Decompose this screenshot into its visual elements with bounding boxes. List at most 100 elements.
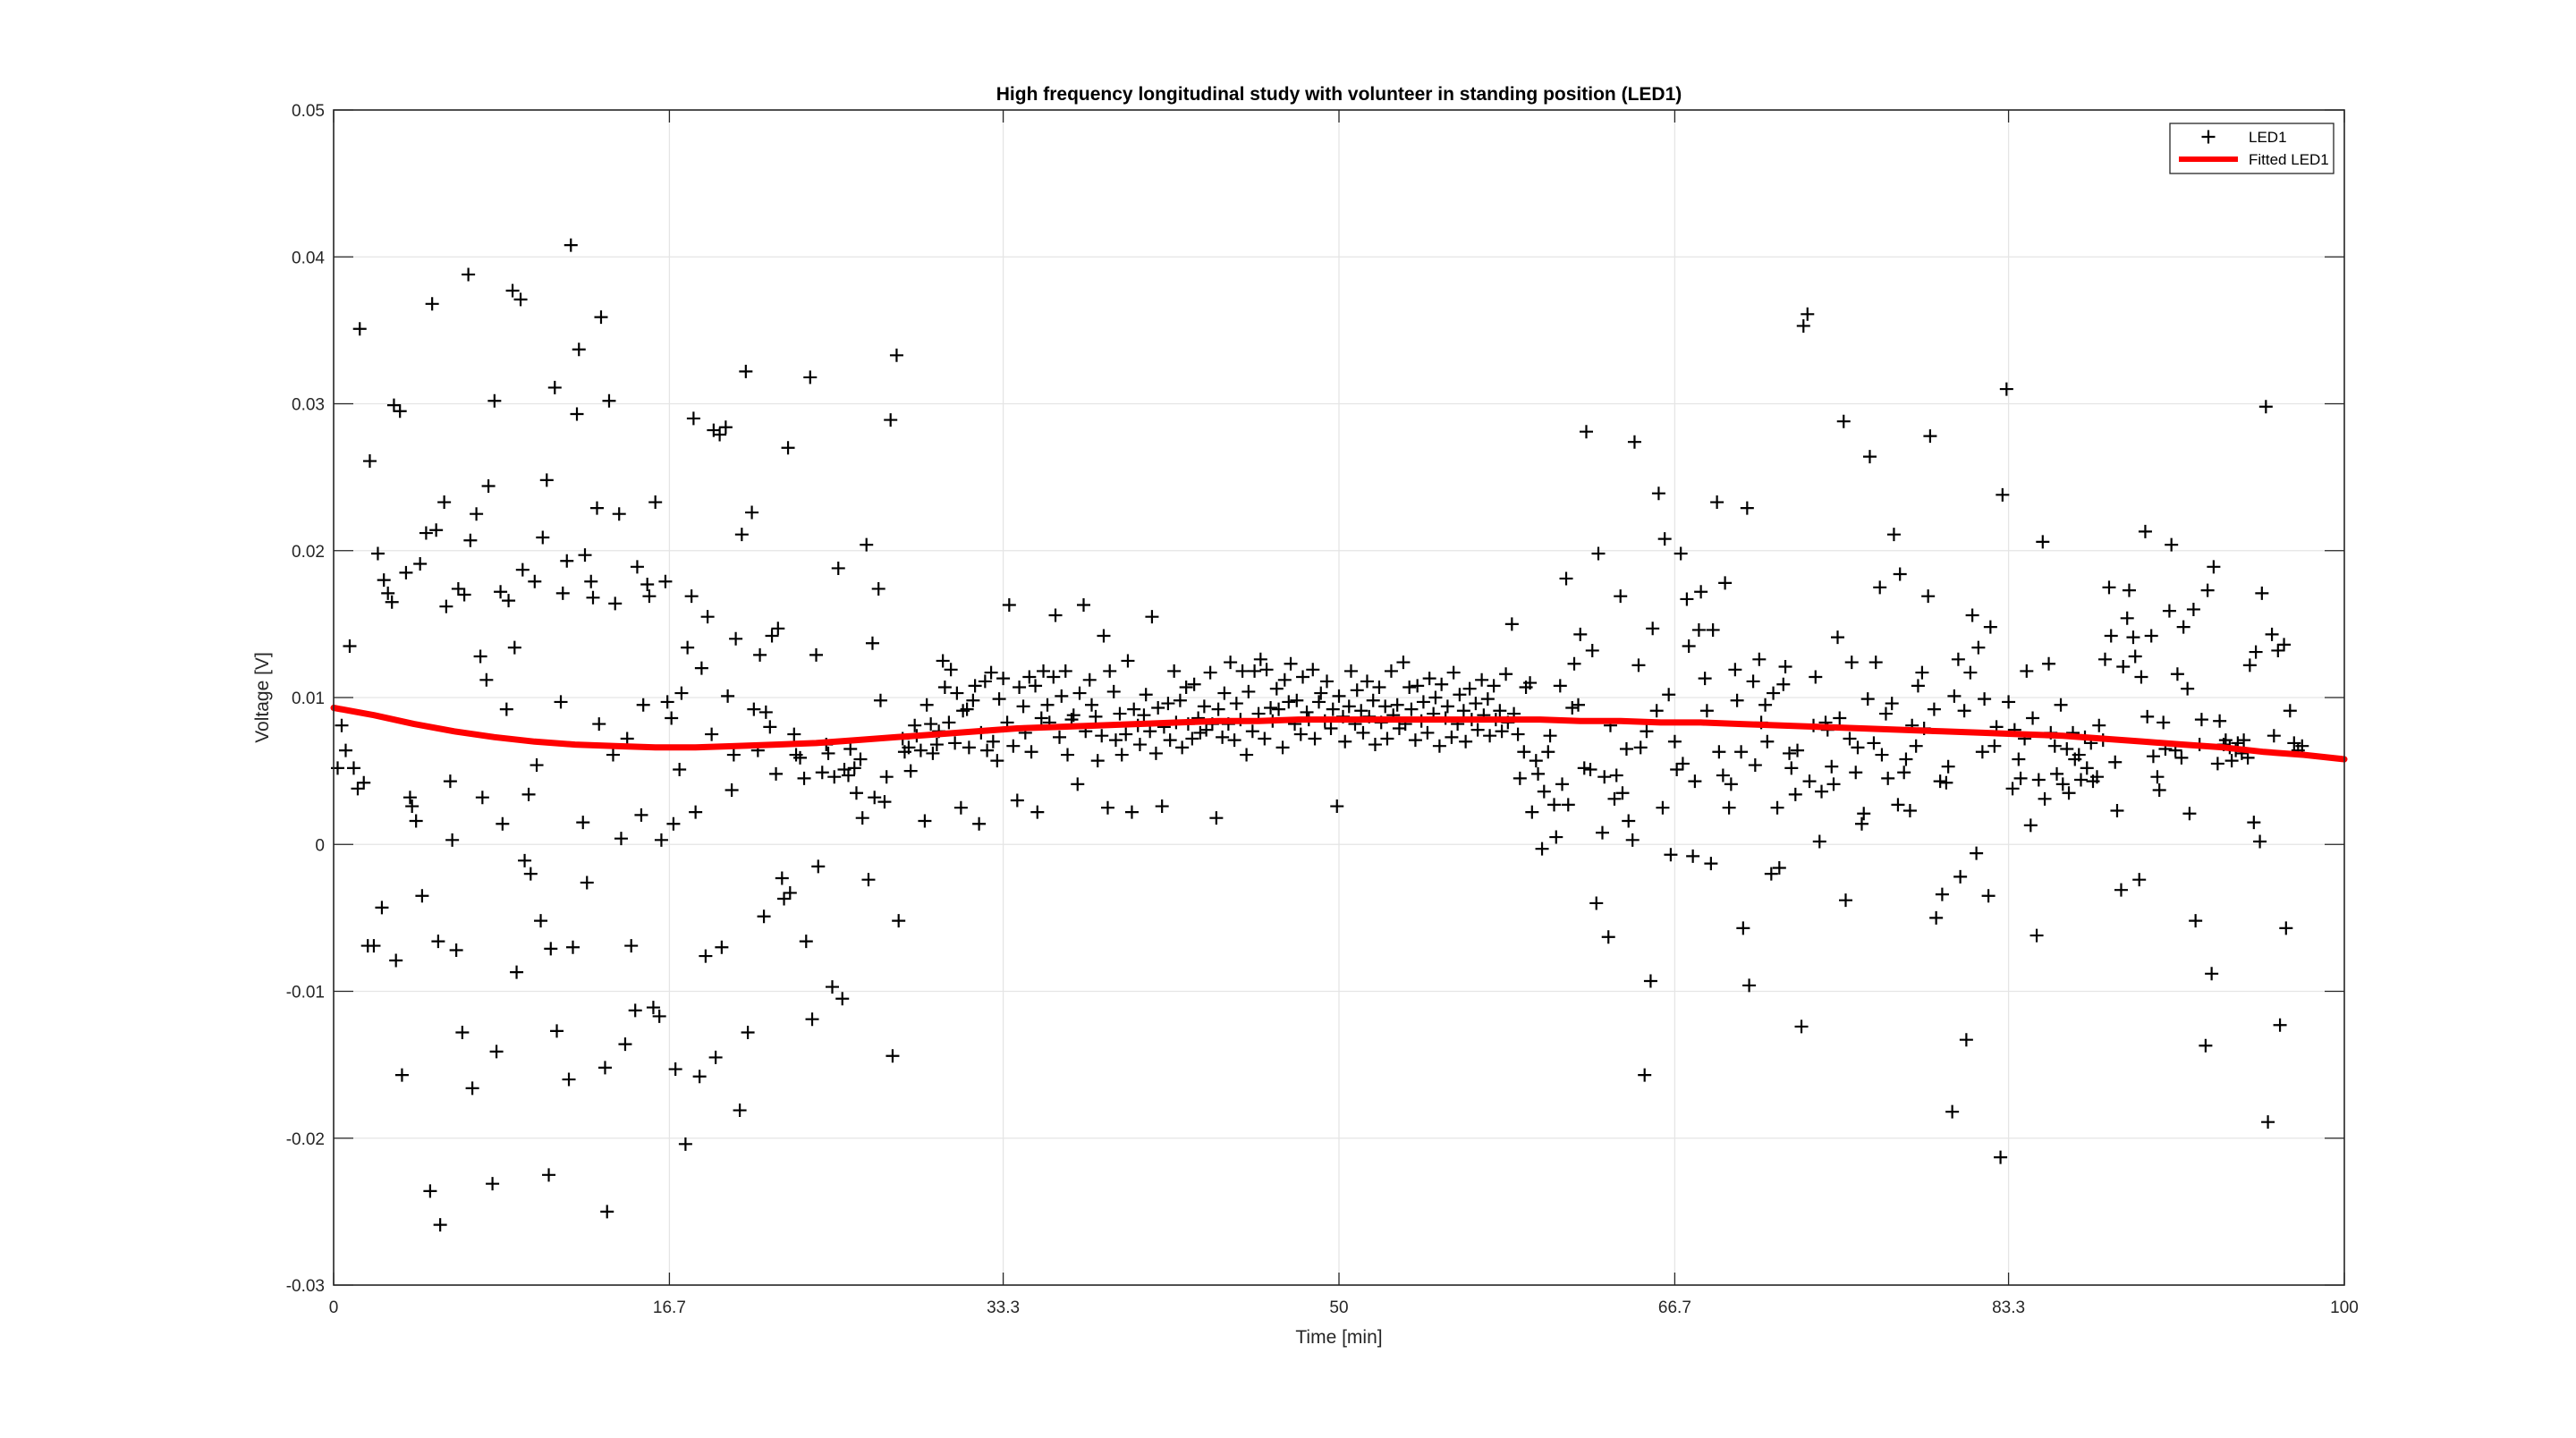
data-point xyxy=(399,565,413,579)
data-point xyxy=(451,581,465,596)
data-point xyxy=(699,949,713,963)
legend-label-led1: LED1 xyxy=(2249,129,2287,146)
data-point xyxy=(1224,656,1238,670)
data-point xyxy=(948,736,962,750)
data-point xyxy=(2126,630,2140,645)
data-point xyxy=(1493,704,1507,718)
data-point xyxy=(1173,693,1187,707)
data-point xyxy=(729,631,743,646)
data-point xyxy=(1875,748,1889,762)
data-point xyxy=(572,343,586,357)
data-point xyxy=(1801,307,1815,321)
data-point xyxy=(2199,1038,2213,1053)
data-point xyxy=(470,507,484,521)
data-point xyxy=(739,364,753,378)
data-point xyxy=(705,727,719,741)
data-point xyxy=(1030,805,1045,819)
data-point xyxy=(1825,759,1839,774)
data-point xyxy=(409,814,423,828)
data-point xyxy=(423,1184,437,1198)
data-point xyxy=(865,636,879,650)
data-point xyxy=(724,782,739,797)
data-point xyxy=(769,766,784,781)
data-point xyxy=(413,557,428,571)
data-point xyxy=(2205,967,2219,981)
data-point xyxy=(1857,807,1871,821)
data-point xyxy=(2074,773,2089,787)
data-point xyxy=(394,1068,409,1082)
data-point xyxy=(2249,645,2263,659)
data-point xyxy=(1851,740,1865,755)
data-point xyxy=(1728,663,1742,677)
data-point xyxy=(1640,724,1654,739)
data-point xyxy=(1203,665,1217,680)
x-tick-label: 16.7 xyxy=(653,1298,686,1317)
data-point xyxy=(860,537,874,552)
data-point xyxy=(1680,592,1694,606)
data-point xyxy=(1812,834,1826,849)
data-point xyxy=(1597,770,1612,784)
data-point xyxy=(718,420,733,435)
data-point xyxy=(2287,736,2301,750)
data-point xyxy=(2055,777,2070,791)
data-point xyxy=(1343,664,1358,678)
data-point xyxy=(1585,643,1599,657)
data-point xyxy=(694,661,708,675)
data-point xyxy=(944,663,958,677)
data-point xyxy=(351,782,365,796)
data-point xyxy=(528,574,542,588)
data-point xyxy=(1893,567,1907,581)
series-line-fitted-led1 xyxy=(330,705,2348,763)
data-point xyxy=(2104,629,2118,643)
data-point xyxy=(550,1024,564,1038)
data-point xyxy=(1199,723,1214,737)
data-point xyxy=(377,573,391,588)
scatter-series xyxy=(330,238,2309,1232)
data-point xyxy=(1175,740,1190,755)
data-point xyxy=(1951,652,1965,666)
data-point xyxy=(2170,667,2184,681)
data-point xyxy=(1996,487,2010,502)
data-point xyxy=(578,548,592,563)
data-point xyxy=(1981,889,1996,903)
data-point xyxy=(1712,745,1726,759)
data-point xyxy=(700,610,715,624)
data-point xyxy=(618,1037,632,1052)
data-point xyxy=(1312,695,1326,709)
data-point xyxy=(2038,791,2052,806)
data-point xyxy=(1332,689,1346,703)
data-point xyxy=(1016,699,1030,714)
data-point xyxy=(660,695,674,709)
data-point xyxy=(381,586,395,600)
data-point xyxy=(1549,830,1563,844)
data-point xyxy=(992,692,1006,706)
data-point xyxy=(1229,697,1243,711)
data-point xyxy=(721,689,735,703)
data-point xyxy=(620,732,634,746)
data-point xyxy=(1699,704,1714,718)
data-point xyxy=(481,478,496,493)
data-point xyxy=(1633,740,1648,755)
data-point xyxy=(1499,667,1513,681)
data-point xyxy=(1277,672,1292,687)
data-point xyxy=(530,758,544,773)
data-point xyxy=(2150,770,2165,784)
data-point xyxy=(1459,734,1473,749)
data-point xyxy=(674,686,689,700)
plot-frame xyxy=(333,109,2345,1286)
data-point xyxy=(1185,732,1199,746)
data-point xyxy=(1296,670,1310,684)
data-point xyxy=(1143,724,1157,739)
data-point xyxy=(1396,656,1411,670)
data-point xyxy=(2273,1018,2287,1032)
data-point xyxy=(990,754,1004,768)
data-point xyxy=(886,1049,900,1063)
data-point xyxy=(1589,896,1604,910)
data-point xyxy=(841,768,855,782)
data-point xyxy=(1360,674,1374,689)
data-point xyxy=(1241,684,1256,698)
legend-label-fitted-led1: Fitted LED1 xyxy=(2249,151,2329,168)
data-point xyxy=(765,629,779,643)
data-point xyxy=(402,791,417,805)
data-point xyxy=(1902,803,1917,817)
